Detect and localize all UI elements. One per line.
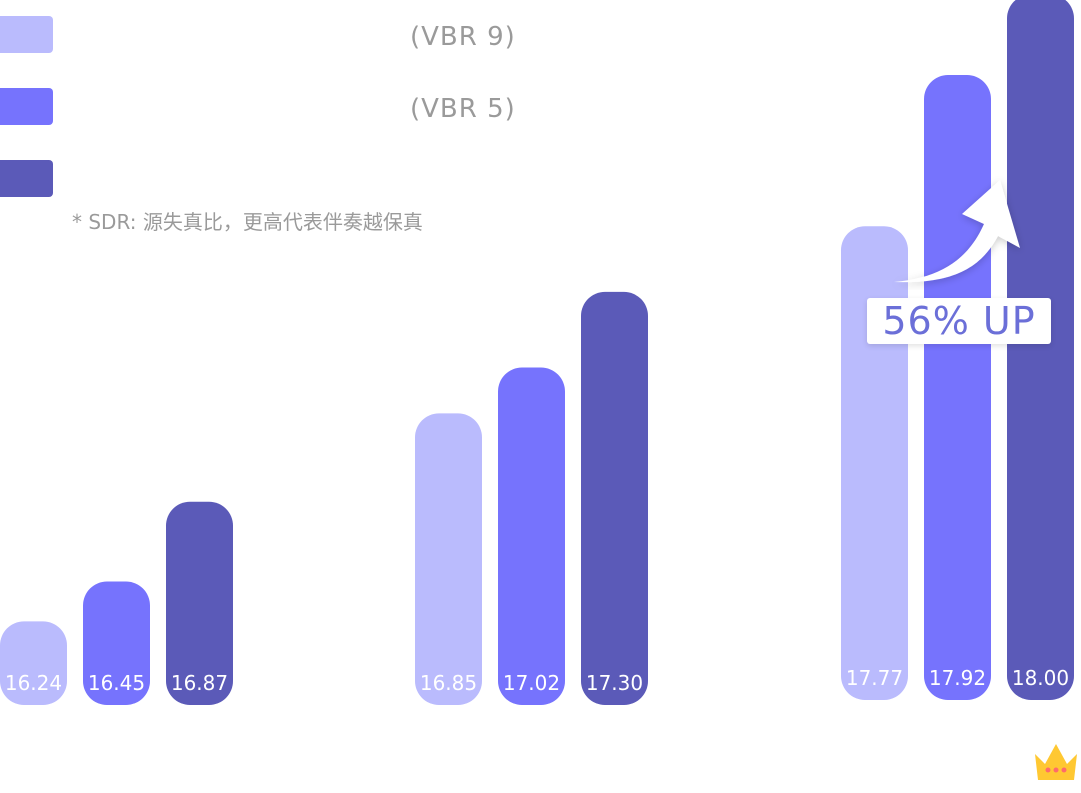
bar-g1-s2 <box>581 291 648 705</box>
legend-swatch-vbr5 <box>0 88 53 125</box>
bar-value-label: 17.92 <box>929 666 986 690</box>
legend-swatch-third <box>0 160 53 197</box>
bar-g0-s0 <box>0 621 67 705</box>
bar-g1-s1 <box>498 367 565 705</box>
bar-value-label: 18.00 <box>1012 666 1069 690</box>
footnote: * SDR: 源失真比，更高代表伴奏越保真 <box>72 210 423 234</box>
bar-value-label: 17.77 <box>846 666 903 690</box>
crown-icon <box>1035 744 1077 780</box>
legend-swatch-vbr9 <box>0 16 53 53</box>
bar-g2-s2 <box>1007 0 1074 700</box>
bar-value-label: 16.87 <box>171 671 228 695</box>
bar-g0-s1 <box>83 581 150 705</box>
bar-value-label: 17.02 <box>503 671 560 695</box>
bar-value-label: 16.85 <box>420 671 477 695</box>
bar-value-label: 16.24 <box>5 671 62 695</box>
legend-label-vbr5: (VBR 5) <box>410 94 516 124</box>
bar-g1-s0 <box>415 413 482 705</box>
bar-g0-s2 <box>166 501 233 705</box>
curved-up-arrow-icon <box>894 180 1020 283</box>
bar-value-label: 17.30 <box>586 671 643 695</box>
bar-g2-s1 <box>924 75 991 701</box>
improvement-badge: 56% UP <box>867 298 1051 344</box>
legend-label-vbr9: (VBR 9) <box>410 22 516 52</box>
bar-g2-s0 <box>841 226 908 701</box>
bar-value-label: 16.45 <box>88 671 145 695</box>
